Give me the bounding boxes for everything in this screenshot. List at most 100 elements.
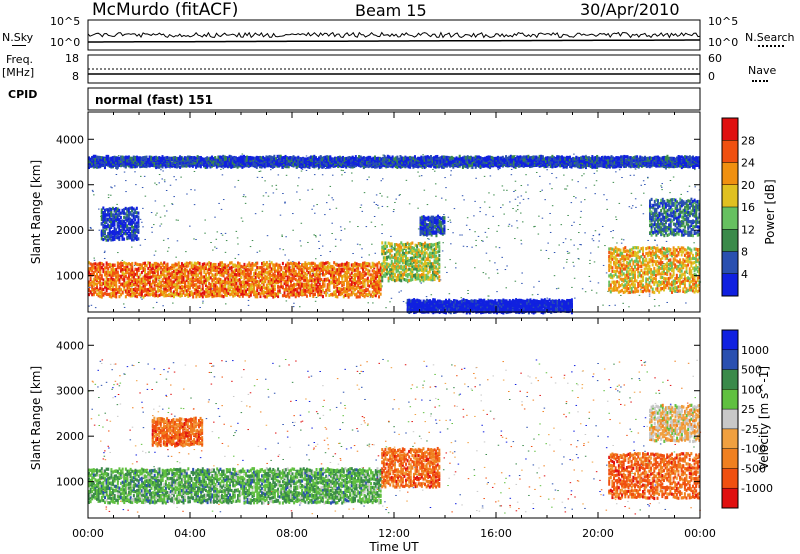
echo-cell: [180, 280, 183, 284]
echo-speck: [299, 306, 301, 308]
echo-cell: [128, 293, 131, 297]
echo-cell: [293, 290, 296, 294]
echo-cell: [140, 263, 143, 267]
echo-cell: [174, 264, 177, 268]
echo-cell: [108, 264, 111, 269]
echo-cell: [249, 278, 252, 283]
echo-cell: [129, 269, 132, 273]
echo-cell: [195, 275, 198, 280]
echo-cell: [164, 263, 167, 267]
echo-cell: [104, 280, 107, 284]
echo-speck: [151, 231, 153, 233]
echo-cell: [91, 263, 94, 267]
echo-cell: [134, 267, 137, 271]
echo-cell: [88, 267, 90, 271]
echo-cell: [176, 288, 179, 292]
echo-speck: [267, 195, 270, 197]
echo-cell: [201, 262, 204, 267]
echo-cell: [203, 291, 206, 296]
echo-cell: [99, 264, 102, 269]
echo-cell: [317, 290, 320, 294]
echo-cell: [169, 286, 172, 290]
echo-speck: [434, 183, 437, 185]
echo-cell: [305, 262, 308, 267]
echo-cell: [222, 284, 225, 288]
echo-cell: [318, 266, 321, 270]
echo-speck: [296, 191, 298, 193]
freq-right-tick-top: 60: [708, 52, 722, 65]
echo-cell: [245, 267, 248, 272]
echo-cell: [190, 264, 193, 268]
echo-cell: [651, 256, 654, 261]
echo-speck: [513, 190, 515, 192]
echo-cell: [212, 291, 215, 295]
echo-cell: [137, 267, 140, 271]
echo-cell: [148, 277, 151, 281]
echo-cell: [309, 289, 312, 293]
echo-cell: [214, 294, 217, 298]
echo-cell: [229, 286, 232, 290]
echo-cell: [221, 279, 224, 283]
echo-cell: [123, 237, 126, 241]
echo-speck: [93, 194, 95, 196]
echo-cell: [224, 288, 227, 292]
echo-cell: [96, 292, 99, 296]
echo-speck: [88, 305, 90, 307]
echo-speck: [603, 194, 605, 196]
echo-cell: [246, 272, 249, 277]
echo-cell: [108, 282, 111, 286]
echo-cell: [286, 287, 289, 291]
echo-speck: [111, 187, 113, 189]
echo-cell: [107, 263, 110, 267]
echo-cell: [206, 262, 209, 266]
echo-speck: [193, 170, 196, 172]
echo-speck: [589, 259, 591, 261]
echo-cell: [166, 277, 169, 281]
echo-cell: [188, 293, 191, 297]
echo-cell: [233, 263, 236, 267]
echo-cell: [116, 287, 119, 292]
echo-speck: [195, 239, 197, 241]
echo-cell: [147, 267, 150, 271]
echo-cell: [137, 275, 140, 279]
echo-cell: [261, 272, 264, 276]
echo-cell: [156, 286, 159, 290]
echo-cell: [233, 284, 236, 288]
echo-cell: [169, 265, 172, 270]
echo-cell: [291, 289, 294, 293]
echo-cell: [265, 290, 268, 294]
echo-cell: [272, 272, 275, 276]
echo-cell: [206, 270, 209, 275]
echo-speck: [117, 155, 120, 157]
echo-cell: [238, 272, 241, 276]
echo-cell: [219, 263, 222, 267]
echo-cell: [411, 277, 414, 282]
echo-cell: [291, 269, 294, 273]
echo-cell: [137, 220, 140, 224]
echo-cell: [110, 295, 113, 299]
echo-cell: [166, 279, 169, 283]
echo-cell: [209, 265, 212, 269]
echo-cell: [230, 289, 233, 293]
echo-cell: [222, 264, 225, 269]
echo-cell: [172, 265, 175, 269]
echo-speck: [480, 240, 483, 242]
echo-cell: [633, 283, 636, 287]
echo-cell: [257, 266, 260, 270]
echo-speck: [415, 244, 418, 246]
echo-cell: [235, 275, 238, 279]
echo-cell: [118, 262, 121, 266]
echo-cell: [195, 269, 198, 273]
echo-cell: [309, 284, 312, 288]
echo-speck: [395, 198, 397, 200]
echo-speck: [361, 248, 363, 250]
echo-cell: [140, 277, 143, 281]
echo-speck: [492, 215, 494, 217]
echo-cell: [212, 275, 215, 280]
echo-cell: [217, 293, 220, 298]
echo-cell: [304, 261, 307, 265]
echo-cell: [118, 280, 121, 284]
echo-speck: [139, 244, 142, 246]
echo-cell: [100, 292, 103, 296]
echo-speck: [386, 196, 389, 198]
